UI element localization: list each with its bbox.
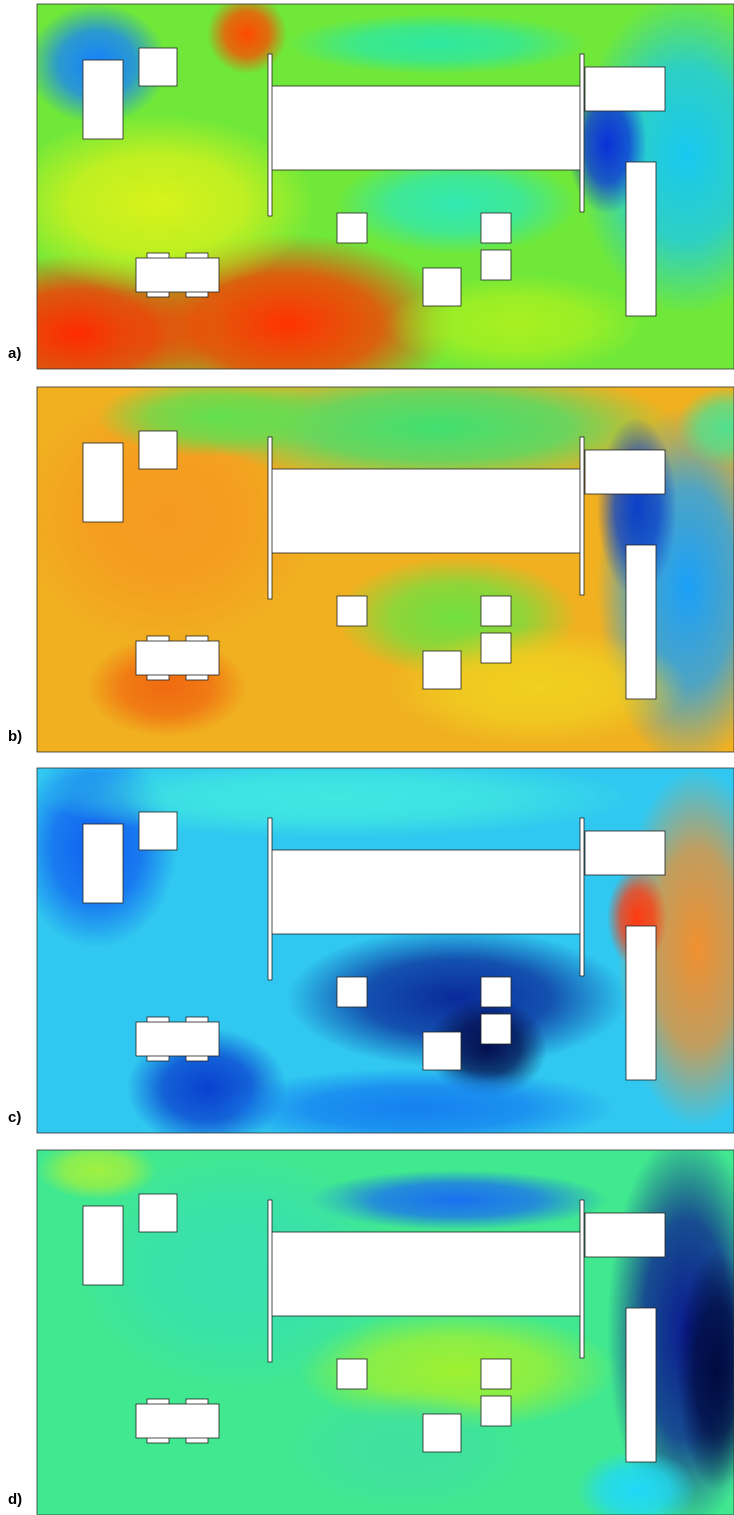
obstacle [625,925,657,1081]
field-blob [287,1390,527,1510]
panel-border [36,3,734,370]
obstacle [269,85,584,171]
heatmap-panel [36,386,734,753]
obstacle [267,1199,273,1363]
obstacle [336,212,368,244]
panel-label: b) [8,728,22,745]
panel-label: c) [8,1109,21,1126]
obstacle [82,1205,124,1286]
obstacle [82,59,124,140]
panel-border [36,386,734,753]
obstacle [269,849,584,935]
obstacle [480,249,512,281]
field-blob [37,768,637,838]
obstacle [579,1199,585,1359]
field-blob [37,114,317,294]
obstacle [267,817,273,981]
obstacle [584,449,666,495]
obstacle [480,595,512,627]
panel-border [36,767,734,1134]
heatmap-panel [36,767,734,1134]
heatmap-panel [36,1149,734,1515]
field-blob [337,154,577,254]
obstacle [579,817,585,977]
field-blob [37,1150,157,1200]
obstacle [336,1358,368,1390]
obstacle [269,468,584,554]
panel-label: d) [8,1491,22,1508]
obstacle [625,1307,657,1463]
panel-label: a) [8,345,21,362]
field-blob [677,387,734,467]
obstacle [138,47,178,87]
obstacle [584,66,666,112]
obstacle [584,830,666,876]
obstacle [422,650,462,690]
field-blob [97,387,337,457]
field-blob [307,1170,607,1230]
obstacle [625,544,657,700]
obstacle [138,1193,178,1233]
obstacle [579,53,585,213]
obstacle [422,1413,462,1453]
obstacle [480,976,512,1008]
obstacle [135,1403,220,1439]
panel-border [36,1149,734,1515]
obstacle [138,811,178,851]
field-blob [577,1450,697,1515]
obstacle [267,436,273,600]
obstacle [138,430,178,470]
field-blob [387,627,687,747]
obstacle [82,442,124,523]
obstacle [422,267,462,307]
field-blob [677,1250,734,1490]
obstacle [480,212,512,244]
obstacle [584,1212,666,1258]
field-blob [287,14,587,74]
obstacle [480,1395,512,1427]
field-blob [207,4,287,74]
obstacle [82,823,124,904]
obstacle [336,595,368,627]
obstacle [480,1013,512,1045]
obstacle [135,1021,220,1057]
obstacle [579,436,585,596]
field-blob [217,1068,617,1133]
obstacle [480,632,512,664]
obstacle [267,53,273,217]
obstacle [135,640,220,676]
obstacle [480,1358,512,1390]
obstacle [422,1031,462,1071]
obstacle [336,976,368,1008]
obstacle [269,1231,584,1317]
obstacle [135,257,220,293]
obstacle [625,161,657,317]
heatmap-panel [36,3,734,370]
